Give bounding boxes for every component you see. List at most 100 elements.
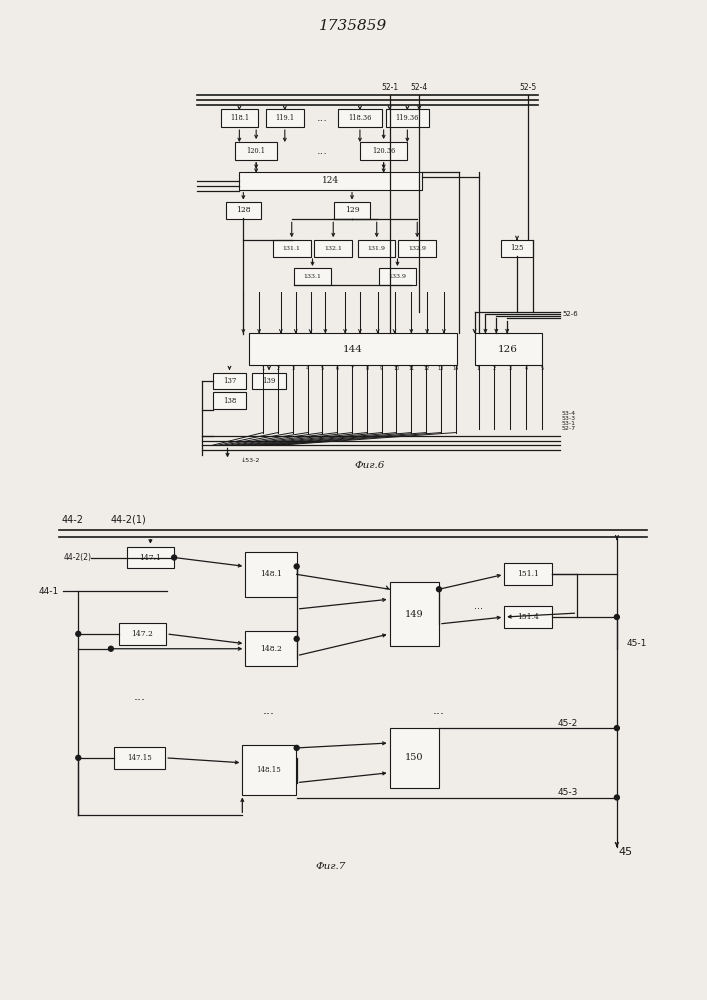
Text: 125: 125 bbox=[510, 244, 524, 252]
Bar bbox=[358, 240, 395, 257]
Circle shape bbox=[294, 636, 299, 641]
Circle shape bbox=[614, 726, 619, 731]
Text: 132.1: 132.1 bbox=[325, 246, 342, 251]
Circle shape bbox=[294, 745, 299, 750]
Text: 138: 138 bbox=[223, 397, 236, 405]
Bar bbox=[273, 240, 310, 257]
Text: 147.1: 147.1 bbox=[139, 554, 161, 562]
Text: 44-2: 44-2 bbox=[62, 515, 83, 525]
Text: 44-2(2): 44-2(2) bbox=[63, 553, 91, 562]
Text: 2: 2 bbox=[493, 366, 496, 371]
Circle shape bbox=[172, 555, 177, 560]
Bar bbox=[390, 582, 439, 646]
Text: 4: 4 bbox=[525, 366, 527, 371]
Bar bbox=[334, 202, 370, 219]
Bar bbox=[213, 392, 246, 409]
Text: 45: 45 bbox=[619, 847, 633, 857]
Text: 52-6: 52-6 bbox=[563, 311, 578, 317]
Circle shape bbox=[294, 564, 299, 569]
Text: 131.9: 131.9 bbox=[368, 246, 386, 251]
Bar bbox=[266, 109, 303, 127]
Bar bbox=[360, 142, 407, 160]
Bar bbox=[239, 172, 421, 190]
Bar bbox=[127, 547, 174, 568]
Bar bbox=[226, 202, 261, 219]
Text: 119.36: 119.36 bbox=[396, 114, 419, 122]
Text: 148.1: 148.1 bbox=[260, 570, 282, 578]
Text: 44-1: 44-1 bbox=[38, 587, 59, 596]
Text: 150: 150 bbox=[405, 753, 423, 762]
Text: 12: 12 bbox=[423, 366, 429, 371]
Text: 53-3: 53-3 bbox=[561, 416, 575, 421]
Bar bbox=[221, 109, 258, 127]
Text: 151.1: 151.1 bbox=[517, 570, 539, 578]
Text: 44-2(1): 44-2(1) bbox=[111, 515, 146, 525]
Text: 52-1: 52-1 bbox=[381, 83, 398, 92]
Text: 3: 3 bbox=[291, 366, 294, 371]
Circle shape bbox=[436, 587, 441, 592]
Text: 53-4: 53-4 bbox=[561, 411, 575, 416]
Text: 139: 139 bbox=[262, 377, 276, 385]
Text: Фиг.6: Фиг.6 bbox=[355, 461, 385, 470]
Text: 148.15: 148.15 bbox=[257, 766, 281, 774]
Text: 6: 6 bbox=[336, 366, 339, 371]
Text: 144: 144 bbox=[343, 345, 363, 354]
Text: ...: ... bbox=[433, 704, 445, 717]
Text: 119.1: 119.1 bbox=[275, 114, 294, 122]
Text: 5: 5 bbox=[321, 366, 324, 371]
Text: 8: 8 bbox=[366, 366, 368, 371]
Bar bbox=[399, 240, 436, 257]
Bar bbox=[338, 109, 382, 127]
Text: ...: ... bbox=[317, 113, 328, 123]
Text: 133.9: 133.9 bbox=[388, 274, 407, 279]
Text: 5: 5 bbox=[540, 366, 543, 371]
Text: 120.36: 120.36 bbox=[372, 147, 395, 155]
Text: 13: 13 bbox=[438, 366, 444, 371]
Text: 137: 137 bbox=[223, 377, 236, 385]
Text: 53-1: 53-1 bbox=[561, 421, 575, 426]
Text: ...: ... bbox=[317, 146, 328, 156]
Text: 128: 128 bbox=[236, 206, 250, 214]
Circle shape bbox=[614, 795, 619, 800]
Bar bbox=[504, 606, 551, 628]
Text: 147.15: 147.15 bbox=[127, 754, 152, 762]
Bar bbox=[504, 563, 551, 585]
Bar bbox=[315, 240, 352, 257]
Bar bbox=[235, 142, 277, 160]
Text: 118.1: 118.1 bbox=[230, 114, 249, 122]
Text: Фиг.7: Фиг.7 bbox=[315, 862, 346, 871]
Text: 131.1: 131.1 bbox=[283, 246, 300, 251]
Text: 10: 10 bbox=[393, 366, 399, 371]
Text: 11: 11 bbox=[408, 366, 414, 371]
Bar bbox=[114, 747, 165, 769]
Text: 148.2: 148.2 bbox=[260, 645, 282, 653]
Circle shape bbox=[614, 615, 619, 619]
Bar bbox=[390, 728, 439, 788]
Bar bbox=[385, 109, 429, 127]
Text: ↓53-2: ↓53-2 bbox=[240, 458, 259, 463]
Bar bbox=[245, 631, 297, 666]
Bar bbox=[501, 240, 533, 257]
Text: 129: 129 bbox=[345, 206, 359, 214]
Text: 9: 9 bbox=[380, 366, 383, 371]
Text: 147.2: 147.2 bbox=[132, 630, 153, 638]
Text: 7: 7 bbox=[351, 366, 354, 371]
Text: ...: ... bbox=[474, 601, 483, 611]
Text: 52-5: 52-5 bbox=[520, 83, 537, 92]
Text: 1: 1 bbox=[477, 366, 480, 371]
Bar bbox=[119, 623, 166, 645]
Text: 1: 1 bbox=[262, 366, 264, 371]
Text: 52-4: 52-4 bbox=[411, 83, 428, 92]
Text: 132.9: 132.9 bbox=[408, 246, 426, 251]
Text: 45-1: 45-1 bbox=[626, 639, 647, 648]
Bar bbox=[474, 333, 542, 365]
Text: 126: 126 bbox=[498, 345, 518, 354]
Bar bbox=[245, 552, 297, 597]
Bar bbox=[252, 373, 286, 389]
Text: 2: 2 bbox=[276, 366, 279, 371]
Text: 45-2: 45-2 bbox=[558, 719, 578, 728]
Text: 118.36: 118.36 bbox=[349, 114, 372, 122]
Text: 1735859: 1735859 bbox=[320, 19, 387, 33]
Text: 3: 3 bbox=[508, 366, 512, 371]
Text: 120.1: 120.1 bbox=[247, 147, 266, 155]
